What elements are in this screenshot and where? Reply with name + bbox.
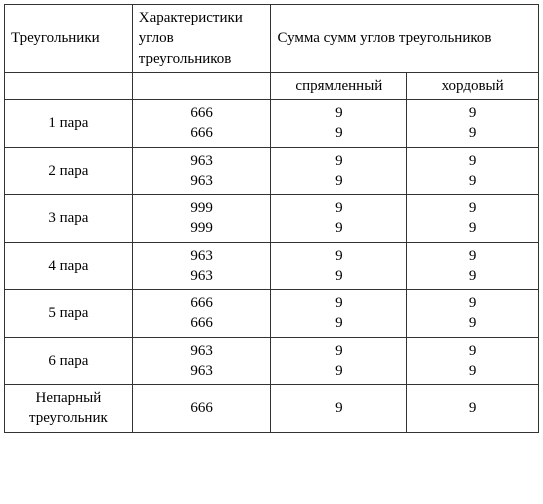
value: 9 — [413, 246, 532, 266]
table-header-row: Треугольники Характеристики углов треуго… — [5, 5, 539, 73]
hdr-characteristics: Характеристики углов треугольников — [132, 5, 271, 73]
value: 963 — [139, 246, 265, 266]
value: 666 — [139, 293, 265, 313]
table-subheader-row: спрямленный хордовый — [5, 72, 539, 99]
value: 9 — [413, 361, 532, 381]
value: 963 — [139, 266, 265, 286]
row-label: 2 пара — [5, 147, 133, 195]
cell-char: 963 963 — [132, 242, 271, 290]
cell-chord: 9 9 — [407, 290, 539, 338]
hdr-triangles: Треугольники — [5, 5, 133, 73]
row-label: 6 пара — [5, 337, 133, 385]
row-label: 1 пара — [5, 100, 133, 148]
table-row: 4 пара 963 963 9 9 9 9 — [5, 242, 539, 290]
value: 666 — [139, 313, 265, 333]
cell-straightened: 9 9 — [271, 100, 407, 148]
cell-straightened: 9 9 — [271, 337, 407, 385]
value: 9 — [413, 171, 532, 191]
value: 9 — [413, 218, 532, 238]
value: 963 — [139, 151, 265, 171]
value: 963 — [139, 341, 265, 361]
triangle-table: Треугольники Характеристики углов треуго… — [4, 4, 539, 433]
value: 666 — [139, 123, 265, 143]
cell-chord: 9 9 — [407, 100, 539, 148]
table-row: 5 пара 666 666 9 9 9 9 — [5, 290, 539, 338]
value: 9 — [277, 151, 400, 171]
value: 9 — [413, 266, 532, 286]
cell-char: 963 963 — [132, 147, 271, 195]
cell-chord: 9 9 — [407, 195, 539, 243]
value: 9 — [277, 171, 400, 191]
cell-straightened: 9 9 — [271, 195, 407, 243]
value: 9 — [277, 198, 400, 218]
cell-char: 666 666 — [132, 100, 271, 148]
cell-chord: 9 9 — [407, 147, 539, 195]
value: 999 — [139, 218, 265, 238]
hdr-sumsums: Сумма сумм углов треугольников — [271, 5, 539, 73]
value: 666 — [139, 103, 265, 123]
value: 9 — [277, 293, 400, 313]
value: 9 — [413, 123, 532, 143]
cell-straightened: 9 9 — [271, 242, 407, 290]
table-row: 6 пара 963 963 9 9 9 9 — [5, 337, 539, 385]
cell-char: 666 666 — [132, 290, 271, 338]
cell-char: 666 — [132, 385, 271, 433]
value: 9 — [277, 246, 400, 266]
value: 9 — [277, 218, 400, 238]
cell-straightened: 9 9 — [271, 147, 407, 195]
cell-straightened: 9 9 — [271, 290, 407, 338]
cell-char: 963 963 — [132, 337, 271, 385]
table-row: Непарный треугольник 666 9 9 — [5, 385, 539, 433]
hdr-blank-1 — [5, 72, 133, 99]
cell-chord: 9 — [407, 385, 539, 433]
table-row: 3 пара 999 999 9 9 9 9 — [5, 195, 539, 243]
value: 9 — [277, 103, 400, 123]
cell-chord: 9 9 — [407, 242, 539, 290]
value: 963 — [139, 171, 265, 191]
value: 9 — [277, 266, 400, 286]
row-label: 3 пара — [5, 195, 133, 243]
cell-chord: 9 9 — [407, 337, 539, 385]
table-row: 1 пара 666 666 9 9 9 9 — [5, 100, 539, 148]
cell-straightened: 9 — [271, 385, 407, 433]
value: 9 — [413, 313, 532, 333]
value: 9 — [413, 198, 532, 218]
value: 9 — [413, 341, 532, 361]
value: 9 — [277, 361, 400, 381]
row-label: 4 пара — [5, 242, 133, 290]
value: 9 — [413, 151, 532, 171]
value: 963 — [139, 361, 265, 381]
hdr-chord: хордовый — [407, 72, 539, 99]
row-label: 5 пара — [5, 290, 133, 338]
value: 9 — [413, 103, 532, 123]
table-row: 2 пара 963 963 9 9 9 9 — [5, 147, 539, 195]
value: 999 — [139, 198, 265, 218]
hdr-blank-2 — [132, 72, 271, 99]
value: 9 — [277, 341, 400, 361]
hdr-straightened: спрямленный — [271, 72, 407, 99]
value: 9 — [277, 123, 400, 143]
value: 9 — [277, 313, 400, 333]
cell-char: 999 999 — [132, 195, 271, 243]
value: 9 — [413, 293, 532, 313]
row-label: Непарный треугольник — [5, 385, 133, 433]
